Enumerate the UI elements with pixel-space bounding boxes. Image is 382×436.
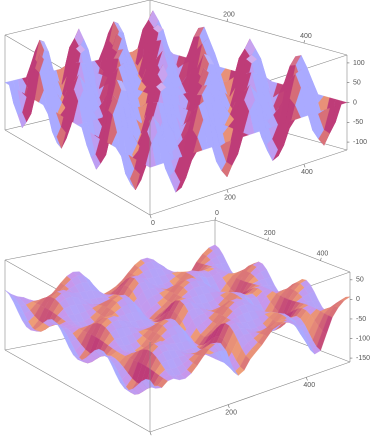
box-edge xyxy=(4,219,216,261)
surface-patch xyxy=(339,296,351,301)
tick-mark xyxy=(149,214,152,219)
tick-label: -50 xyxy=(353,119,363,126)
tick-mark xyxy=(214,217,217,221)
tick-label: -150 xyxy=(356,355,370,362)
tick-label: -100 xyxy=(356,335,370,342)
tick-label: 200 xyxy=(225,410,237,417)
box-edge xyxy=(149,0,348,56)
tick-label: 200 xyxy=(224,194,236,201)
tick-label: 400 xyxy=(303,382,315,389)
box-edge xyxy=(4,349,151,433)
tick-mark xyxy=(305,377,308,381)
box-edge xyxy=(214,219,351,273)
box-edge xyxy=(149,361,351,433)
tick-mark xyxy=(267,237,269,241)
tick-mark xyxy=(226,189,229,193)
tick-mark xyxy=(303,164,306,168)
tick-mark xyxy=(303,40,305,44)
tick-label: 50 xyxy=(353,80,361,87)
surface-plot: 0 200 400 400 200 0 50 0 -50 -100 -150 xyxy=(4,210,370,436)
tick-label: 100 xyxy=(353,60,365,67)
tick-label: 0 xyxy=(215,210,219,217)
tick-label: -50 xyxy=(356,316,366,323)
tick-mark xyxy=(226,18,229,22)
surface-patch xyxy=(145,143,156,168)
tick-mark xyxy=(149,431,152,436)
tick-mark xyxy=(320,257,322,261)
tick-label: 0 xyxy=(353,99,357,106)
tick-label: -100 xyxy=(353,139,367,146)
box-edge xyxy=(4,129,151,216)
tick-label: 0 xyxy=(151,220,155,227)
tick-mark xyxy=(227,404,230,408)
surface-plot: 0 200 400 0 200 400 100 50 0 -50 -100 xyxy=(4,0,367,227)
tick-label: 400 xyxy=(300,33,312,40)
tick-label: 50 xyxy=(356,277,364,284)
surface-patch xyxy=(4,289,16,299)
tick-label: 400 xyxy=(317,250,329,257)
surface-patch xyxy=(145,378,157,389)
box-edge xyxy=(149,149,348,216)
tick-label: 200 xyxy=(264,230,276,237)
box-edge xyxy=(4,0,151,36)
tick-label: 400 xyxy=(301,169,313,176)
tick-label: 200 xyxy=(223,11,235,18)
tick-label: 0 xyxy=(356,296,360,303)
